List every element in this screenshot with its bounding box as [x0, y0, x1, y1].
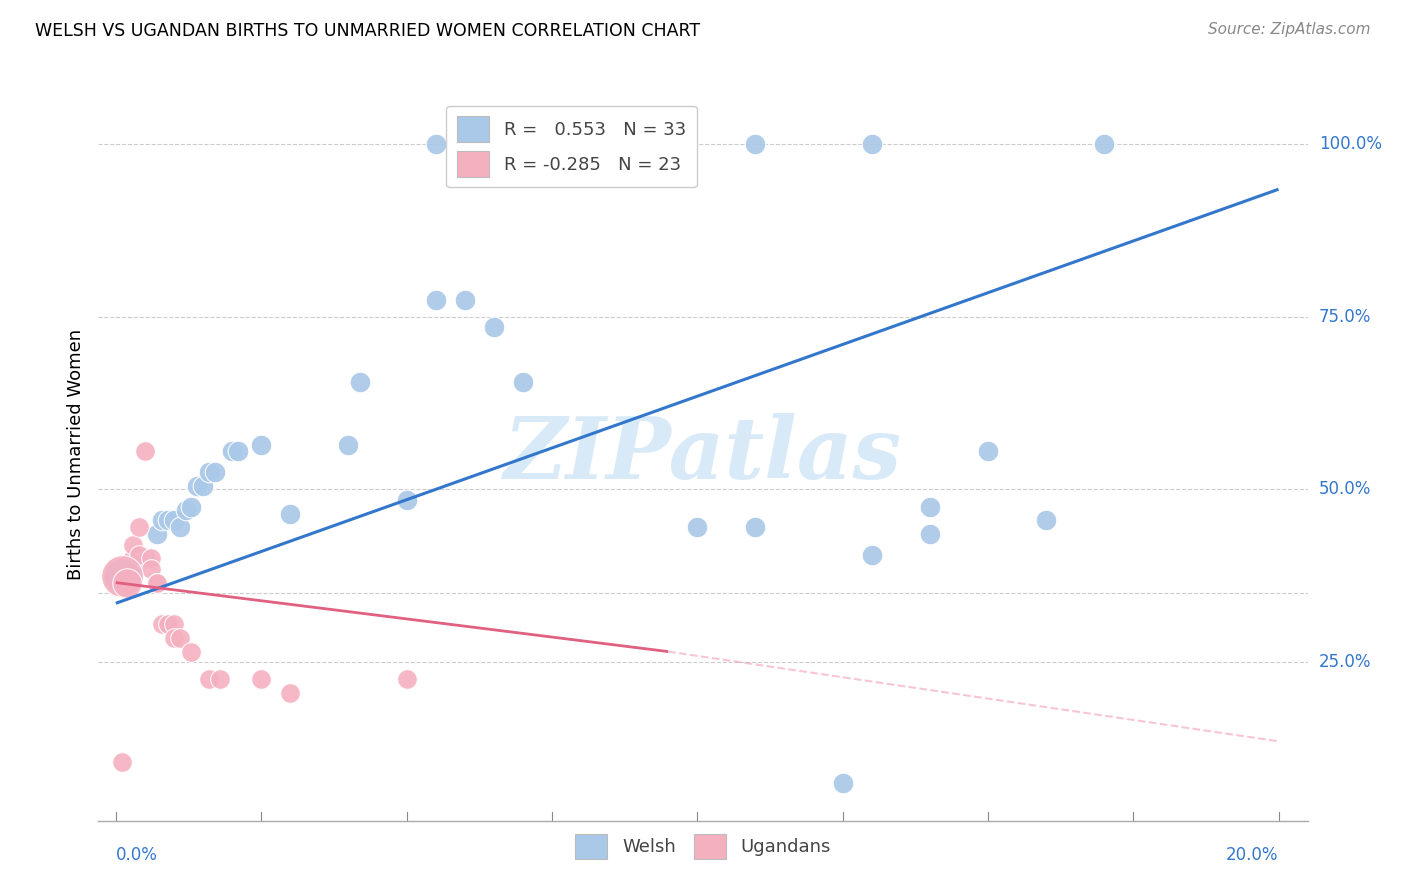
Point: [145, 575, 167, 590]
Point: [139, 562, 162, 576]
Point: [349, 376, 371, 390]
Point: [128, 520, 150, 534]
Point: [163, 617, 186, 632]
Point: [860, 137, 883, 152]
Point: [111, 568, 134, 582]
Point: [134, 444, 156, 458]
Point: [425, 293, 447, 307]
Point: [1092, 137, 1115, 152]
Point: [150, 513, 173, 527]
Point: [157, 617, 180, 632]
Point: [337, 437, 360, 451]
Point: [918, 500, 941, 514]
Point: [250, 437, 273, 451]
Point: [134, 551, 156, 566]
Text: 75.0%: 75.0%: [1319, 308, 1371, 326]
Point: [157, 513, 180, 527]
Point: [425, 137, 447, 152]
Point: [186, 479, 208, 493]
Legend: Welsh, Ugandans: Welsh, Ugandans: [568, 827, 838, 866]
Point: [117, 562, 139, 576]
Point: [744, 520, 766, 534]
Point: [250, 672, 273, 686]
Point: [117, 575, 139, 590]
Point: [395, 672, 418, 686]
Point: [111, 755, 134, 769]
Point: [163, 513, 186, 527]
Point: [163, 631, 186, 645]
Text: 25.0%: 25.0%: [1319, 653, 1371, 671]
Point: [122, 568, 145, 582]
Point: [150, 617, 173, 632]
Point: [918, 527, 941, 541]
Point: [145, 575, 167, 590]
Text: 50.0%: 50.0%: [1319, 481, 1371, 499]
Text: 0.0%: 0.0%: [115, 846, 157, 863]
Point: [482, 320, 505, 334]
Point: [198, 465, 221, 479]
Point: [169, 631, 191, 645]
Point: [512, 376, 534, 390]
Text: 20.0%: 20.0%: [1226, 846, 1278, 863]
Point: [1035, 513, 1057, 527]
Point: [977, 444, 1000, 458]
Point: [278, 507, 301, 521]
Point: [209, 672, 232, 686]
Point: [111, 568, 134, 582]
Point: [139, 551, 162, 566]
Point: [145, 527, 167, 541]
Point: [278, 686, 301, 700]
Point: [204, 465, 226, 479]
Point: [831, 775, 853, 789]
Point: [180, 644, 202, 658]
Point: [860, 548, 883, 562]
Point: [226, 444, 249, 458]
Point: [169, 520, 191, 534]
Point: [686, 520, 709, 534]
Point: [174, 503, 197, 517]
Point: [122, 551, 145, 566]
Point: [569, 137, 592, 152]
Text: ZIPatlas: ZIPatlas: [503, 413, 903, 497]
Point: [453, 137, 475, 152]
Point: [453, 293, 475, 307]
Point: [198, 672, 221, 686]
Text: Source: ZipAtlas.com: Source: ZipAtlas.com: [1208, 22, 1371, 37]
Point: [221, 444, 243, 458]
Point: [744, 137, 766, 152]
Point: [191, 479, 214, 493]
Point: [111, 568, 134, 582]
Text: 100.0%: 100.0%: [1319, 136, 1382, 153]
Point: [395, 492, 418, 507]
Point: [122, 538, 145, 552]
Point: [111, 568, 134, 582]
Point: [180, 500, 202, 514]
Point: [128, 548, 150, 562]
Text: WELSH VS UGANDAN BIRTHS TO UNMARRIED WOMEN CORRELATION CHART: WELSH VS UGANDAN BIRTHS TO UNMARRIED WOM…: [35, 22, 700, 40]
Y-axis label: Births to Unmarried Women: Births to Unmarried Women: [66, 329, 84, 581]
